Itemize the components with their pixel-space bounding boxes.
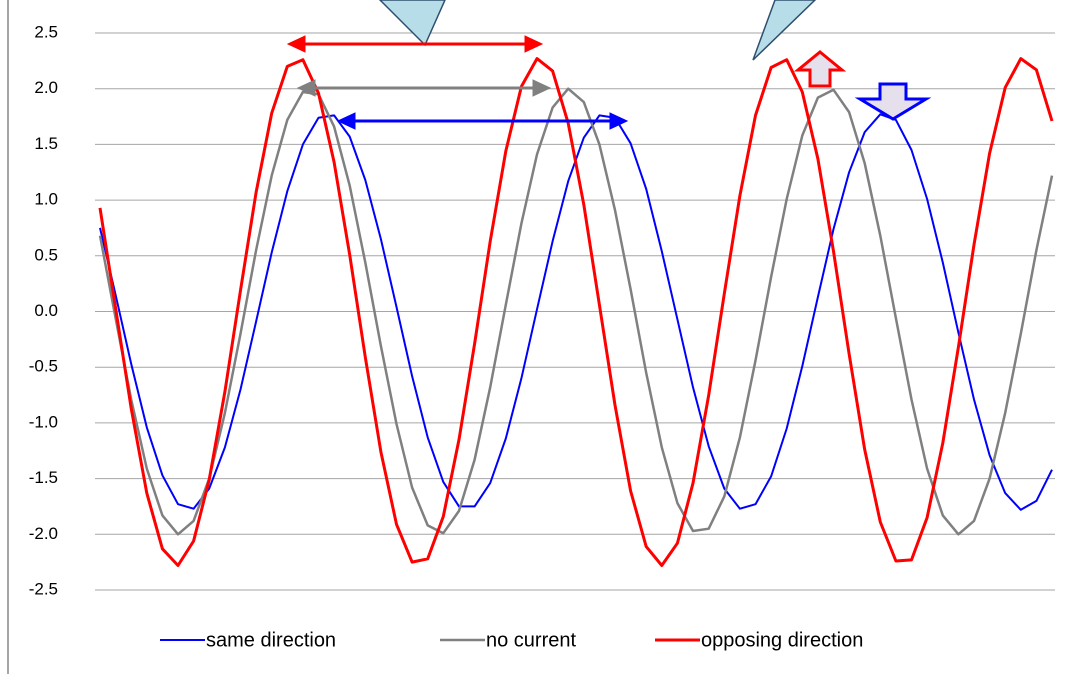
plot	[98, 57, 1054, 567]
blue-span-arrow	[336, 112, 629, 130]
y-tick-label: 1.5	[34, 134, 58, 153]
y-tick-label: -2.5	[29, 579, 58, 598]
y-tick-label: -2.0	[29, 524, 58, 543]
grid: 2.5 2.0 1.5 1.0 0.5 0.0 -0.5 -1.0 -1.5 -2.0 -2.5	[29, 22, 1055, 598]
series-line	[99, 113, 1053, 511]
legend-label: same direction	[206, 629, 336, 651]
legend-label: no current	[486, 629, 576, 651]
y-tick-label: -1.0	[29, 412, 58, 431]
legend: same direction no current opposing directi…	[160, 629, 863, 651]
callout	[752, 0, 817, 61]
y-tick-label: -1.5	[29, 468, 58, 487]
callout	[378, 0, 446, 47]
y-tick-label: 0.5	[34, 245, 58, 264]
y-tick-label: 2.0	[34, 78, 58, 97]
series-line	[98, 57, 1054, 567]
legend-label: opposing direction	[701, 629, 863, 651]
red-span-arrow	[286, 35, 544, 53]
y-tick-label: -0.5	[29, 357, 58, 376]
gray-span-arrow	[296, 79, 552, 97]
y-tick-label: 2.5	[34, 22, 58, 41]
annotations	[286, 0, 932, 130]
series-line	[98, 87, 1054, 536]
y-tick-label: 1.0	[34, 190, 58, 209]
y-tick-label: 0.0	[34, 301, 58, 320]
down-arrow	[854, 82, 932, 121]
up-arrow	[793, 50, 847, 88]
